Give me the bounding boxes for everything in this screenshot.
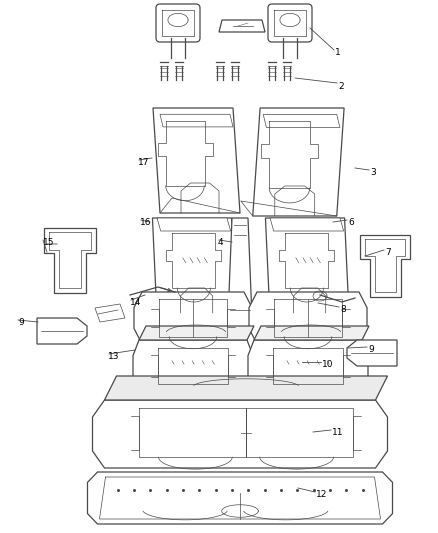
Polygon shape (249, 292, 367, 344)
Polygon shape (88, 472, 392, 524)
Text: 3: 3 (370, 168, 376, 177)
Polygon shape (248, 340, 368, 392)
Polygon shape (219, 20, 265, 32)
Text: 11: 11 (332, 428, 343, 437)
Text: 10: 10 (322, 360, 333, 369)
Polygon shape (44, 228, 96, 293)
Text: 13: 13 (108, 352, 120, 361)
Polygon shape (95, 304, 125, 322)
Polygon shape (37, 318, 87, 344)
Polygon shape (139, 326, 254, 340)
Polygon shape (253, 108, 344, 216)
Text: 12: 12 (316, 490, 327, 499)
Text: 14: 14 (130, 298, 141, 307)
Polygon shape (134, 292, 252, 344)
Polygon shape (133, 340, 253, 392)
Text: 8: 8 (340, 305, 346, 314)
Polygon shape (92, 400, 388, 468)
Text: 6: 6 (348, 218, 354, 227)
Polygon shape (153, 108, 240, 213)
Polygon shape (105, 376, 388, 400)
FancyBboxPatch shape (268, 4, 312, 42)
Text: 7: 7 (385, 248, 391, 257)
Text: 16: 16 (140, 218, 152, 227)
Polygon shape (270, 218, 344, 231)
Polygon shape (347, 340, 397, 366)
FancyBboxPatch shape (156, 4, 200, 42)
Polygon shape (157, 218, 231, 231)
Text: 15: 15 (43, 238, 54, 247)
Polygon shape (263, 115, 340, 127)
Text: 9: 9 (18, 318, 24, 327)
Text: 17: 17 (138, 158, 149, 167)
Polygon shape (360, 235, 410, 297)
Text: 4: 4 (218, 238, 224, 247)
Polygon shape (254, 326, 369, 340)
Text: 2: 2 (338, 82, 344, 91)
Text: 1: 1 (335, 48, 341, 57)
Polygon shape (265, 218, 349, 318)
Polygon shape (152, 218, 236, 318)
Polygon shape (228, 218, 252, 318)
Text: 9: 9 (368, 345, 374, 354)
Polygon shape (160, 114, 233, 127)
